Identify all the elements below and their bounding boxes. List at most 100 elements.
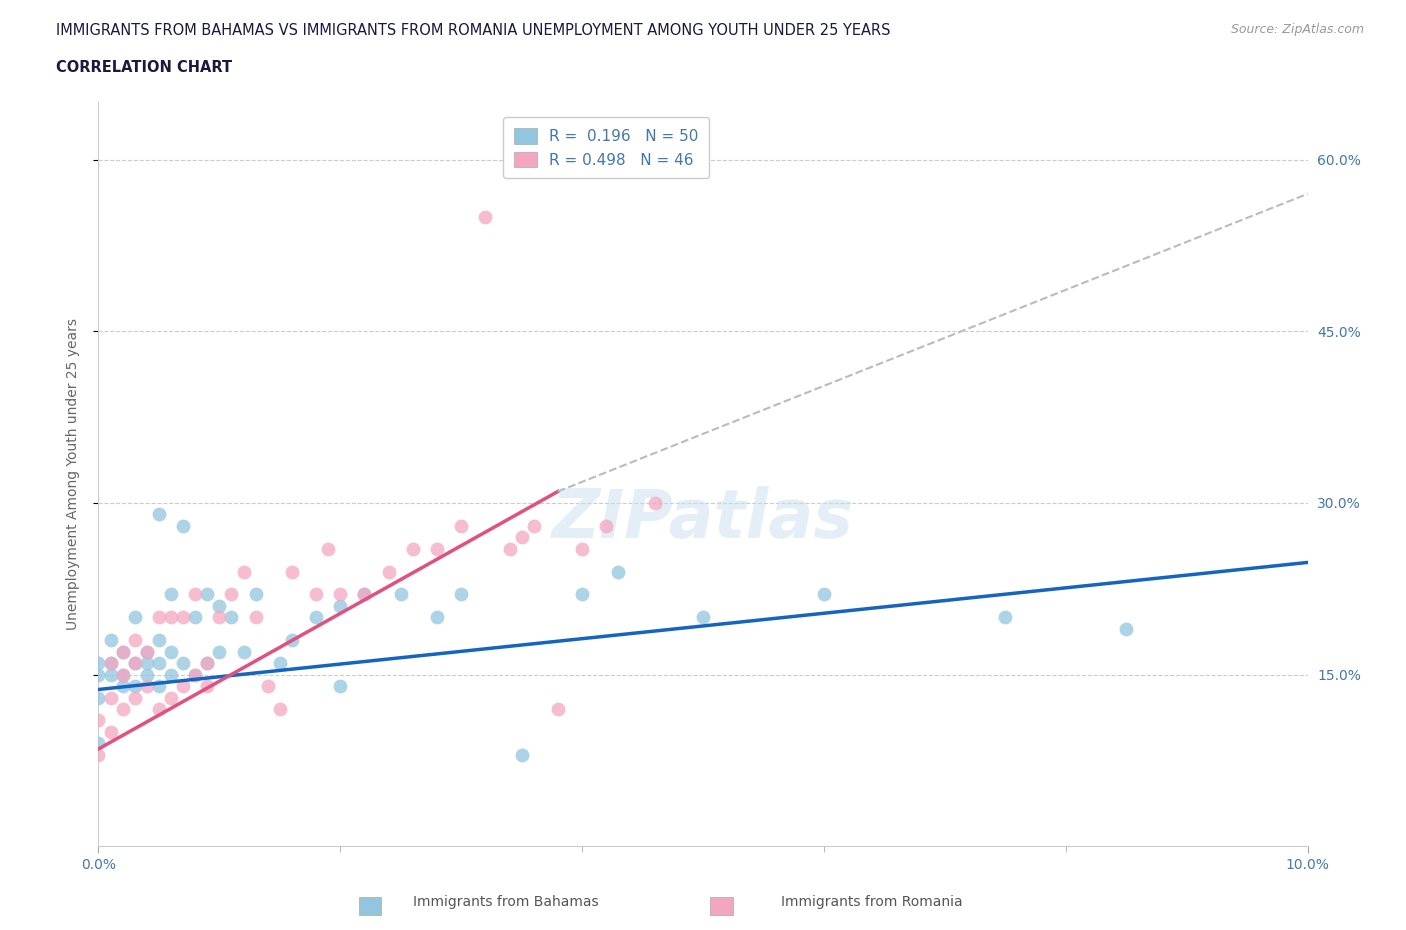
Point bbox=[607, 565, 630, 579]
Point bbox=[111, 667, 134, 682]
Point bbox=[474, 209, 496, 224]
Point bbox=[329, 599, 352, 614]
Point bbox=[402, 541, 425, 556]
Point bbox=[100, 690, 122, 705]
Point bbox=[172, 656, 194, 671]
Point bbox=[523, 518, 546, 533]
Point bbox=[160, 690, 183, 705]
Point bbox=[184, 667, 207, 682]
Point bbox=[148, 507, 170, 522]
Point bbox=[994, 610, 1017, 625]
Point bbox=[135, 667, 157, 682]
Point bbox=[135, 679, 157, 694]
Point bbox=[100, 724, 122, 739]
Point bbox=[281, 632, 304, 647]
Point bbox=[87, 667, 110, 682]
Point bbox=[160, 644, 183, 659]
Point bbox=[316, 541, 339, 556]
Point bbox=[329, 587, 352, 602]
Point bbox=[208, 610, 231, 625]
Point bbox=[160, 667, 183, 682]
Point bbox=[426, 610, 449, 625]
Point bbox=[692, 610, 714, 625]
Point bbox=[510, 530, 533, 545]
Point bbox=[111, 679, 134, 694]
Point bbox=[135, 644, 157, 659]
Point bbox=[195, 679, 218, 694]
Point bbox=[571, 587, 593, 602]
Point bbox=[111, 644, 134, 659]
Point bbox=[111, 667, 134, 682]
Y-axis label: Unemployment Among Youth under 25 years: Unemployment Among Youth under 25 years bbox=[66, 318, 80, 631]
Point bbox=[124, 690, 146, 705]
Point bbox=[353, 587, 375, 602]
Point bbox=[135, 644, 157, 659]
Point bbox=[232, 565, 254, 579]
Point bbox=[232, 644, 254, 659]
Point bbox=[160, 587, 183, 602]
Point bbox=[450, 518, 472, 533]
Text: ZIPatlas: ZIPatlas bbox=[553, 486, 853, 551]
Point bbox=[195, 656, 218, 671]
Point bbox=[1115, 621, 1137, 636]
Point bbox=[172, 679, 194, 694]
Text: Immigrants from Bahamas: Immigrants from Bahamas bbox=[413, 895, 599, 910]
Point bbox=[184, 587, 207, 602]
Point bbox=[195, 656, 218, 671]
Point bbox=[245, 587, 267, 602]
Point bbox=[100, 656, 122, 671]
Point bbox=[329, 679, 352, 694]
Point bbox=[353, 587, 375, 602]
Point bbox=[245, 610, 267, 625]
Point bbox=[100, 632, 122, 647]
Text: Source: ZipAtlas.com: Source: ZipAtlas.com bbox=[1230, 23, 1364, 36]
Point bbox=[124, 656, 146, 671]
Point bbox=[547, 701, 569, 716]
Point bbox=[87, 748, 110, 763]
Point bbox=[644, 496, 666, 511]
Point bbox=[124, 632, 146, 647]
Point bbox=[571, 541, 593, 556]
Point bbox=[100, 667, 122, 682]
Point bbox=[135, 656, 157, 671]
Point bbox=[124, 656, 146, 671]
Point bbox=[595, 518, 617, 533]
Point bbox=[148, 656, 170, 671]
Point bbox=[256, 679, 278, 694]
Point bbox=[87, 736, 110, 751]
Point bbox=[305, 610, 328, 625]
Point bbox=[184, 610, 207, 625]
Point bbox=[124, 679, 146, 694]
Point bbox=[389, 587, 412, 602]
Point bbox=[510, 748, 533, 763]
Point bbox=[281, 565, 304, 579]
Point bbox=[111, 644, 134, 659]
Point bbox=[269, 656, 291, 671]
Point bbox=[221, 610, 243, 625]
Point bbox=[208, 599, 231, 614]
Point bbox=[148, 701, 170, 716]
Point bbox=[148, 632, 170, 647]
Point bbox=[195, 587, 218, 602]
Point bbox=[450, 587, 472, 602]
Point bbox=[208, 644, 231, 659]
Point bbox=[377, 565, 399, 579]
Point bbox=[148, 679, 170, 694]
Point bbox=[172, 610, 194, 625]
Point bbox=[426, 541, 449, 556]
Point bbox=[87, 690, 110, 705]
Point bbox=[269, 701, 291, 716]
Legend: R =  0.196   N = 50, R = 0.498   N = 46: R = 0.196 N = 50, R = 0.498 N = 46 bbox=[503, 117, 709, 179]
Point bbox=[124, 610, 146, 625]
Point bbox=[813, 587, 835, 602]
Text: Immigrants from Romania: Immigrants from Romania bbox=[780, 895, 963, 910]
Point bbox=[100, 656, 122, 671]
Point bbox=[221, 587, 243, 602]
Text: CORRELATION CHART: CORRELATION CHART bbox=[56, 60, 232, 75]
Point bbox=[148, 610, 170, 625]
Point bbox=[160, 610, 183, 625]
Point bbox=[111, 701, 134, 716]
Point bbox=[87, 656, 110, 671]
Point bbox=[498, 541, 520, 556]
Point bbox=[305, 587, 328, 602]
